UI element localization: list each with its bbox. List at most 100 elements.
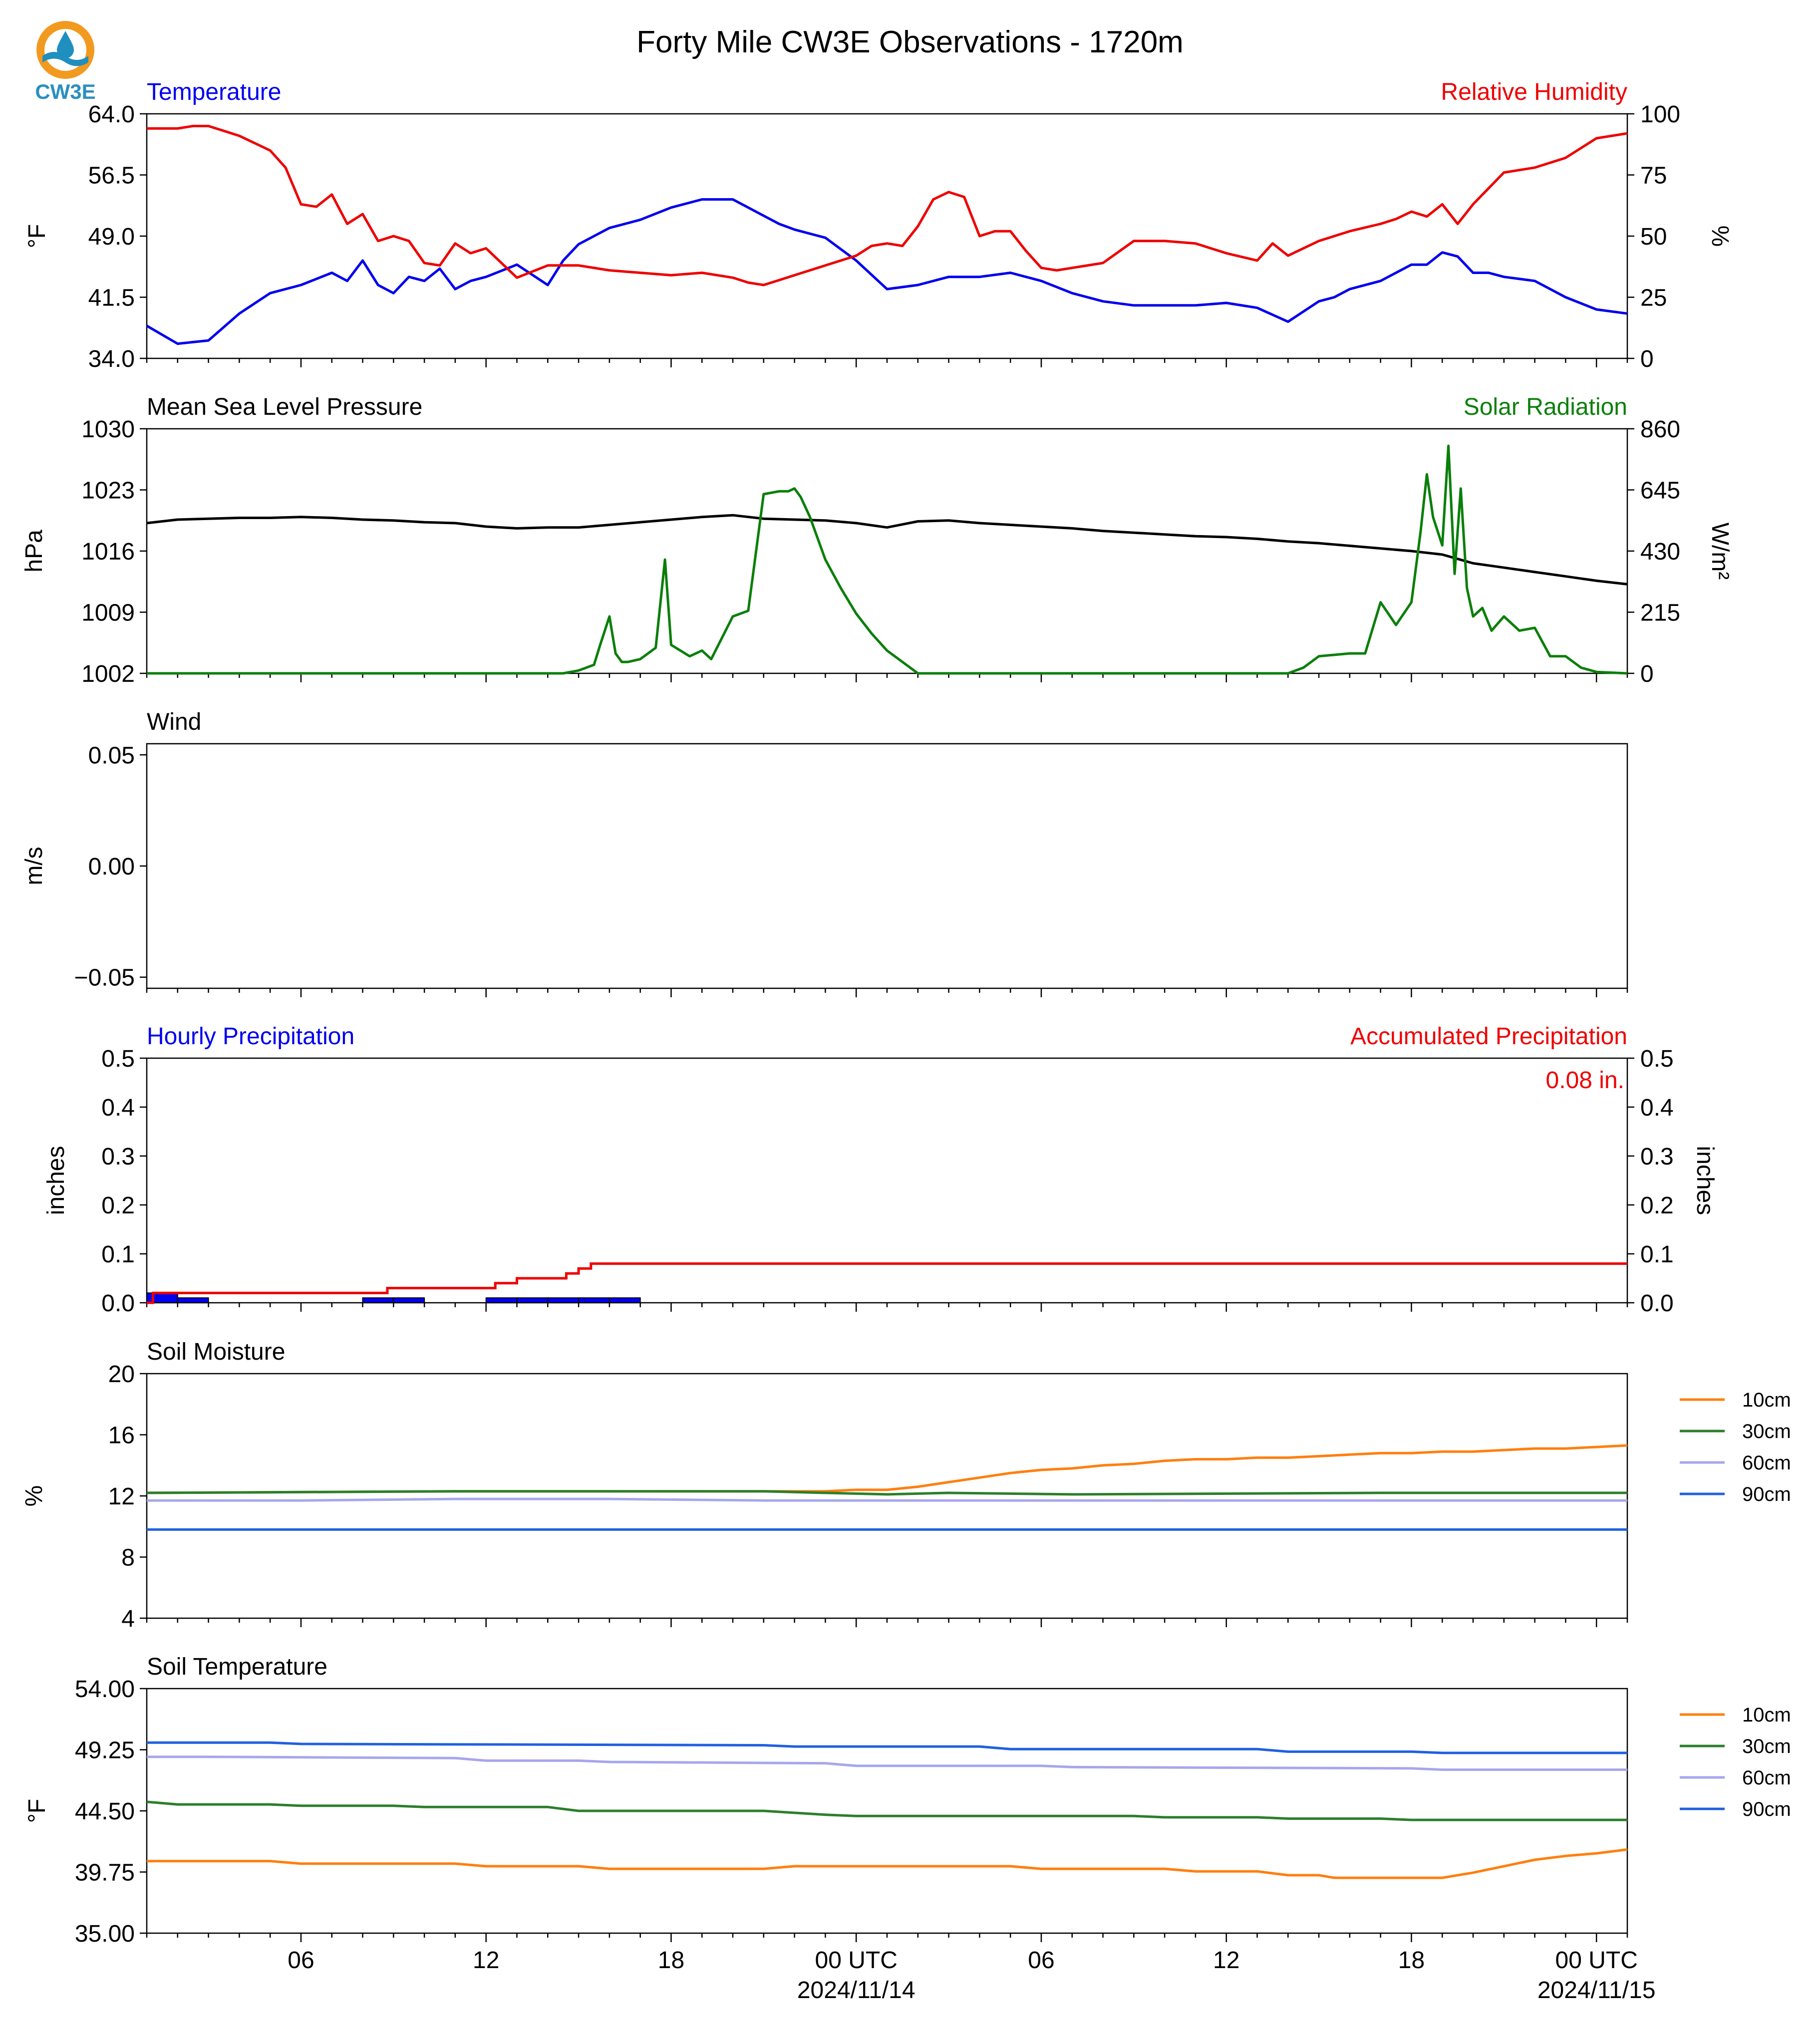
series-line-30cm (146, 1490, 1627, 1496)
y-tick-label-left: 49.25 (75, 1738, 135, 1764)
y-tick-label-right: 75 (1640, 163, 1667, 189)
y-tick-label-right: 430 (1640, 539, 1680, 565)
y-tick-label-left: 16 (108, 1423, 135, 1449)
y-tick-label-left: −0.05 (74, 965, 135, 991)
series-line-1 (147, 444, 1628, 675)
series-line-10cm (146, 1444, 1628, 1494)
y-tick-label-left: 0.4 (101, 1095, 135, 1121)
series-line-1 (147, 125, 1628, 287)
panel-title-left: Soil Moisture (147, 1339, 285, 1365)
y-tick-label-left: 34.0 (88, 346, 135, 372)
legend-label-60cm: 60cm (1742, 1767, 1791, 1789)
y-axis-label-left: °F (24, 224, 50, 249)
legend-label-10cm: 10cm (1742, 1704, 1791, 1726)
x-tick-label: 06 (1028, 1947, 1054, 1974)
y-tick-label-left: 0.3 (101, 1144, 135, 1170)
hourly-precip-bar (547, 1297, 580, 1303)
accumulated-precip-line (147, 1262, 1627, 1304)
legend: 10cm 30cm 60cm 90cm (1680, 1389, 1791, 1505)
y-tick-label-right: 0 (1640, 346, 1654, 372)
series-line-10cm (147, 1848, 1628, 1879)
y-tick-label-left: 1002 (81, 661, 135, 687)
series-line-60cm (147, 1755, 1627, 1771)
panel-title-left: Hourly Precipitation (147, 1023, 354, 1050)
x-tick-date-label: 2024/11/15 (1537, 1977, 1656, 2004)
panel-title-right: Solar Radiation (1464, 394, 1627, 420)
x-tick-label: 00 UTC (815, 1947, 898, 1974)
y-tick-label-left: 56.5 (88, 163, 135, 189)
hourly-precip-bar (177, 1297, 209, 1303)
y-tick-label-left: 0.1 (101, 1241, 135, 1268)
y-tick-label-left: 35.00 (75, 1921, 135, 1947)
panel-precipitation: Hourly Precipitation Accumulated Precipit… (43, 1023, 1718, 1317)
logo-text: CW3E (35, 80, 95, 103)
y-tick-label-right: 100 (1640, 101, 1680, 128)
y-tick-label-left: 0.2 (101, 1192, 135, 1219)
legend-label-30cm: 30cm (1742, 1421, 1791, 1443)
panel-title-left: Wind (147, 709, 201, 735)
y-tick-label-left: 20 (108, 1361, 135, 1388)
y-axis-label-left: °F (24, 1799, 50, 1823)
legend-label-90cm: 90cm (1742, 1798, 1791, 1820)
hourly-precip-bar (608, 1297, 641, 1303)
y-axis-label-right: inches (1692, 1146, 1718, 1215)
figure-title: Forty Mile CW3E Observations - 1720m (636, 25, 1184, 59)
y-tick-label-left: 1016 (81, 539, 135, 565)
series-line-30cm (146, 1800, 1627, 1821)
y-tick-label-right: 0.4 (1640, 1095, 1674, 1121)
x-tick-label: 12 (1213, 1947, 1239, 1974)
x-tick-date-label: 2024/11/14 (797, 1977, 915, 2004)
legend: 10cm 30cm 60cm 90cm (1680, 1704, 1791, 1820)
x-tick-label: 00 UTC (1555, 1947, 1638, 1974)
panel-soil-moisture: Soil Moisture 4 8 12 16 20% 10cm 30cm 60cm 90cm (21, 1339, 1791, 1632)
series-line-0 (146, 514, 1628, 585)
panel-wind: Wind −0.05 0.00 0.05 m/s (21, 709, 1628, 997)
y-axis-label-right: W/m² (1707, 523, 1733, 580)
y-tick-label-right: 215 (1640, 600, 1680, 626)
legend-label-30cm: 30cm (1742, 1736, 1791, 1757)
y-tick-label-left: 0.05 (88, 742, 135, 769)
x-tick-label: 18 (658, 1947, 684, 1974)
series-line-0 (146, 198, 1628, 345)
y-tick-label-right: 0.1 (1640, 1241, 1674, 1268)
y-tick-label-left: 12 (108, 1483, 135, 1510)
y-axis-label-left: hPa (21, 530, 47, 573)
y-tick-label-right: 0.3 (1640, 1144, 1674, 1170)
legend-label-60cm: 60cm (1742, 1452, 1791, 1474)
hourly-precip-bar (516, 1297, 549, 1303)
y-axis-label-left: inches (43, 1146, 69, 1215)
y-tick-label-right: 0.2 (1640, 1192, 1674, 1219)
panel-pressure-solar: Mean Sea Level Pressure Solar Radiation 10… (21, 394, 1733, 687)
y-tick-label-left: 1030 (81, 416, 135, 443)
logo-wave-icon (42, 52, 88, 66)
panel-title-left: Mean Sea Level Pressure (147, 394, 422, 420)
y-tick-label-right: 25 (1640, 285, 1667, 311)
y-tick-label-right: 645 (1640, 478, 1680, 504)
y-tick-label-left: 4 (121, 1606, 135, 1632)
y-tick-label-left: 39.75 (75, 1860, 135, 1886)
y-tick-label-left: 0.00 (88, 854, 135, 880)
cw3e-logo: CW3E (35, 21, 96, 103)
y-tick-label-right: 0 (1640, 661, 1654, 687)
y-axis-label-left: % (21, 1485, 47, 1507)
y-tick-label-right: 860 (1640, 416, 1680, 443)
y-tick-label-left: 64.0 (88, 101, 135, 128)
legend-label-90cm: 90cm (1742, 1483, 1791, 1505)
y-tick-label-left: 1009 (81, 600, 135, 626)
series-line-60cm (147, 1497, 1627, 1502)
y-tick-label-right: 50 (1640, 224, 1667, 250)
accumulated-total-annotation: 0.08 in. (1546, 1067, 1624, 1094)
panel-title-left: Soil Temperature (147, 1654, 327, 1680)
panel-temperature-rh: Temperature Relative Humidity 34.0 41.5 49.0… (24, 79, 1733, 372)
y-tick-label-right: 0.5 (1640, 1046, 1674, 1072)
legend-label-10cm: 10cm (1742, 1389, 1791, 1411)
hourly-precip-bar (578, 1297, 610, 1303)
y-tick-label-right: 0.0 (1640, 1290, 1674, 1317)
water-drop-icon (57, 31, 74, 58)
y-tick-label-left: 1023 (81, 478, 135, 504)
panel-soil-temperature: Soil Temperature 35.00 39.75 44.50 49.25 54.0… (24, 1654, 1791, 2004)
x-tick-label: 12 (473, 1947, 499, 1974)
y-tick-label-left: 8 (121, 1545, 135, 1571)
